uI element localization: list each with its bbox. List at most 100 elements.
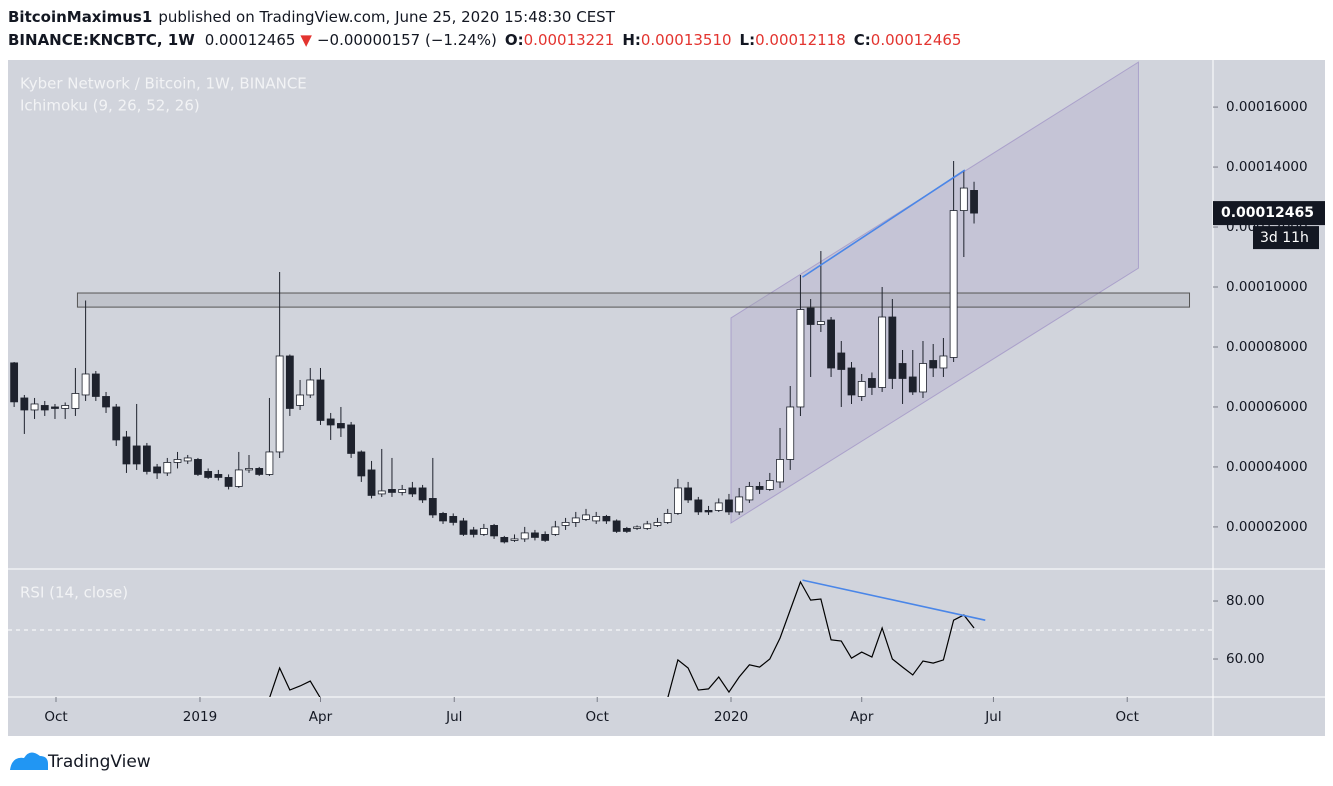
logo-icon xyxy=(10,752,48,770)
candle-body xyxy=(479,528,488,535)
candle-body xyxy=(633,526,641,529)
candle-body xyxy=(796,309,805,408)
candle-body xyxy=(919,363,927,393)
zone xyxy=(76,292,1191,308)
candle-body xyxy=(551,526,560,535)
candle-body xyxy=(898,363,907,379)
ohlc-label: L: xyxy=(740,31,756,49)
candle-body xyxy=(30,403,39,411)
candle-body xyxy=(827,319,835,369)
candle-body xyxy=(112,406,121,441)
price-tag-label: 0.00012465 xyxy=(1221,205,1314,221)
candle-body xyxy=(510,538,519,541)
y-tick-label: 0.00002000 xyxy=(1226,519,1308,535)
x-tick-label: 2019 xyxy=(183,709,217,725)
header-line: BitcoinMaximus1 published on TradingView.… xyxy=(8,8,616,26)
candle-body xyxy=(755,486,764,490)
candle-body xyxy=(296,394,304,406)
candle-body xyxy=(970,190,978,214)
candle-body xyxy=(398,489,407,493)
candle-body xyxy=(704,510,713,513)
candle-body xyxy=(71,393,80,409)
y-tick-label: 60.00 xyxy=(1226,651,1265,667)
candle-body xyxy=(337,423,345,429)
candle-body xyxy=(306,379,315,396)
candle-body xyxy=(316,379,325,421)
price-tag: 0.00012465 3d 11h xyxy=(1213,201,1325,250)
candle-body xyxy=(224,477,233,487)
candle-body xyxy=(40,405,49,411)
price-tag-box xyxy=(1213,201,1325,226)
x-tick-label: Oct xyxy=(586,709,609,725)
candle-body xyxy=(153,466,161,474)
candle-body xyxy=(673,487,682,514)
candle-body xyxy=(949,210,958,358)
candle-body xyxy=(868,378,876,388)
candle-body xyxy=(735,496,744,513)
candle-body xyxy=(520,532,529,540)
candle-body xyxy=(275,355,284,453)
candle-body xyxy=(653,522,662,526)
candle-body xyxy=(142,445,151,472)
price-pane xyxy=(10,61,1191,544)
candle-body xyxy=(428,498,437,516)
candle-body xyxy=(490,525,498,537)
candle-body xyxy=(61,405,70,409)
change: −0.00000157 (−1.24%) xyxy=(317,31,497,49)
candle-body xyxy=(20,397,29,411)
last-price: 0.00012465 xyxy=(205,31,296,49)
candle-body xyxy=(500,537,509,543)
candle-body xyxy=(816,321,825,325)
candle-body xyxy=(194,459,202,475)
brand: TradingView xyxy=(47,752,151,772)
candle-body xyxy=(888,316,897,379)
candle-body xyxy=(91,373,100,397)
candle-body xyxy=(643,523,652,529)
candle-body xyxy=(326,418,335,426)
candle-body xyxy=(204,471,213,478)
trendline xyxy=(802,579,986,621)
candle-body xyxy=(377,490,386,495)
candle-body xyxy=(908,376,917,393)
ohlc-value: 0.00013221 xyxy=(524,31,615,49)
header-quote: BINANCE:KNCBTC, 1W 0.00012465 ▼ −0.00000157… xyxy=(8,31,961,49)
candle-body xyxy=(725,499,733,513)
candle-body xyxy=(469,529,478,535)
candle-body xyxy=(959,187,968,211)
candle-body xyxy=(439,513,447,522)
candle-body xyxy=(367,469,376,496)
candle-body xyxy=(571,517,580,523)
candle-body xyxy=(857,381,866,397)
ohlc-label: H: xyxy=(622,31,641,49)
pane-title: Kyber Network / Bitcoin, 1W, BINANCE xyxy=(20,75,307,93)
x-tick-label: Apr xyxy=(850,709,874,725)
chart-background xyxy=(8,60,1325,736)
candle-body xyxy=(541,534,550,541)
ohlc-label: C: xyxy=(854,31,871,49)
x-tick-label: 2020 xyxy=(714,709,748,725)
candle-body xyxy=(592,516,601,522)
candle-body xyxy=(265,451,274,475)
candle-body xyxy=(939,355,948,369)
candle-body xyxy=(357,451,366,477)
candle-body xyxy=(531,532,539,538)
candle-body xyxy=(173,459,182,463)
y-tick-label: 0.00016000 xyxy=(1226,99,1308,115)
candle-body xyxy=(449,516,458,523)
candle-body xyxy=(622,528,631,532)
candle-body xyxy=(10,362,19,403)
candle-body xyxy=(214,474,223,478)
candle-body xyxy=(388,489,396,493)
candle-body xyxy=(122,436,131,465)
candle-body xyxy=(132,445,141,465)
x-tick-label: Jul xyxy=(445,709,462,725)
candle-body xyxy=(81,373,90,396)
candle-body xyxy=(929,360,938,369)
y-tick-label: 0.00014000 xyxy=(1226,159,1308,175)
candle-body xyxy=(255,468,264,475)
candle-body xyxy=(714,502,723,511)
candle-body xyxy=(347,424,356,454)
candle-body xyxy=(776,459,784,483)
candle-body xyxy=(102,396,110,408)
countdown-box xyxy=(1253,226,1319,250)
